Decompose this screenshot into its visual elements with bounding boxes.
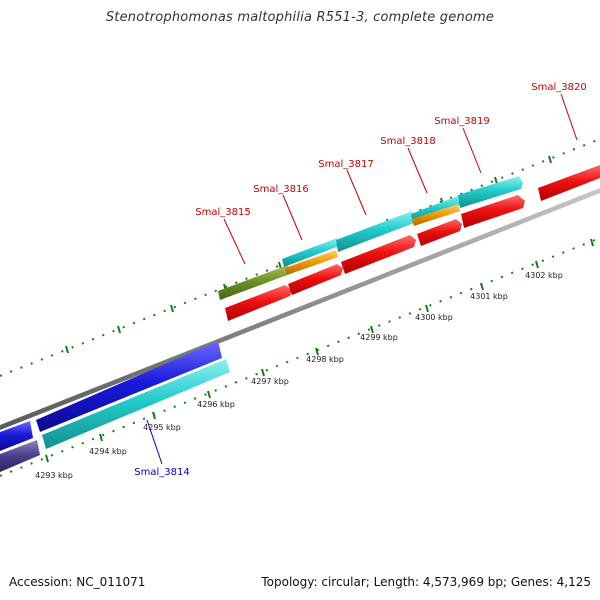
gene-cyan-1[interactable] <box>282 238 339 267</box>
gene-label-smal-3820[interactable]: Smal_3820 <box>531 82 586 93</box>
red-genes <box>225 165 600 321</box>
gene-red-6[interactable] <box>538 165 600 201</box>
gene-red-2[interactable] <box>288 264 343 295</box>
gene-red-3[interactable] <box>341 235 416 274</box>
gene-orange-2[interactable] <box>412 204 460 226</box>
gene-olive[interactable] <box>218 265 290 300</box>
kbp-label-4297: 4297 kbp <box>251 377 289 386</box>
gene-cyan-4[interactable] <box>458 176 523 208</box>
gene-label-smal-3815[interactable]: Smal_3815 <box>195 207 250 218</box>
gene-blue-1[interactable] <box>0 421 33 451</box>
map-title: Stenotrophomonas maltophilia R551-3, com… <box>105 10 495 25</box>
kbp-label-4298: 4298 kbp <box>306 355 344 364</box>
gene-cyan-5[interactable] <box>42 359 230 449</box>
gene-red-1[interactable] <box>225 285 292 321</box>
genome-backbone <box>0 188 600 430</box>
gene-label-smal-3819[interactable]: Smal_3819 <box>434 116 489 127</box>
accession-text: Accession: NC_011071 <box>9 575 146 589</box>
gene-red-4[interactable] <box>417 219 462 246</box>
kbp-label-4296: 4296 kbp <box>197 400 235 409</box>
gene-label-smal-3817[interactable]: Smal_3817 <box>318 159 373 170</box>
gene-label-smal-3816[interactable]: Smal_3816 <box>253 184 308 195</box>
kbp-labels: 4293 kbp 4294 kbp 4295 kbp 4296 kbp 4297… <box>35 271 563 480</box>
gene-label-smal-3818[interactable]: Smal_3818 <box>380 136 435 147</box>
gene-blue-2[interactable] <box>36 341 222 432</box>
gene-labels: Smal_3815 Smal_3816 Smal_3817 Smal_3818 … <box>134 82 586 478</box>
kbp-label-4294: 4294 kbp <box>89 447 127 456</box>
gene-cyan-2[interactable] <box>336 211 414 252</box>
forward-strand-genes <box>218 176 523 300</box>
gene-navy[interactable] <box>0 440 40 472</box>
kbp-label-4301: 4301 kbp <box>470 292 508 301</box>
genome-summary-text: Topology: circular; Length: 4,573,969 bp… <box>261 575 591 589</box>
label-leaders <box>146 93 578 465</box>
kbp-label-4300: 4300 kbp <box>415 313 453 322</box>
kbp-label-4293: 4293 kbp <box>35 471 73 480</box>
kbp-label-4299: 4299 kbp <box>360 333 398 342</box>
gene-label-smal-3814[interactable]: Smal_3814 <box>134 467 189 478</box>
kbp-label-4295: 4295 kbp <box>143 423 181 432</box>
kbp-label-4302: 4302 kbp <box>525 271 563 280</box>
inner-scale-track <box>0 237 600 477</box>
gene-orange-1[interactable] <box>285 250 338 275</box>
gene-red-5[interactable] <box>461 195 525 228</box>
left-strand-genes <box>0 341 230 472</box>
